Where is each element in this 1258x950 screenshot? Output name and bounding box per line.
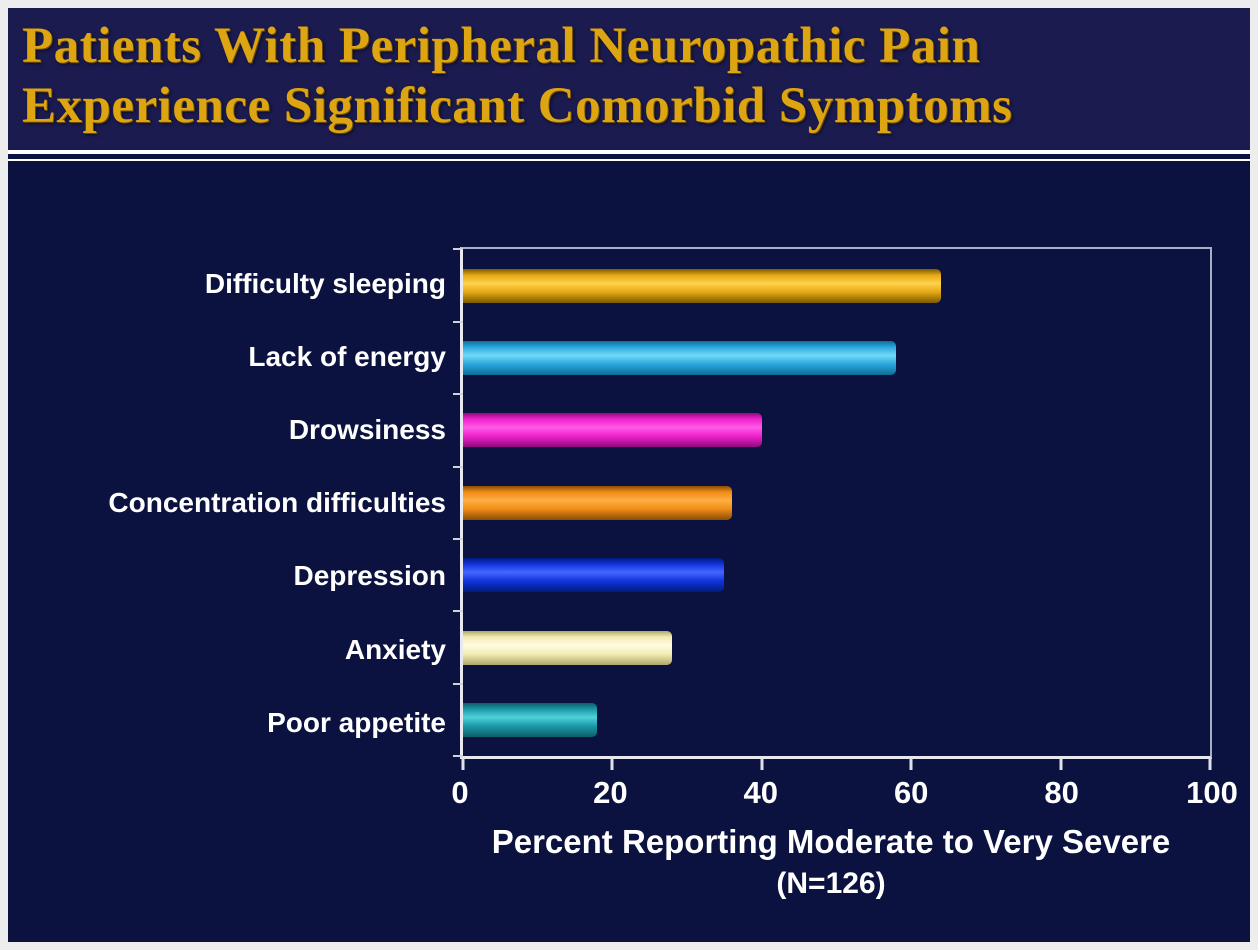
x-axis-labels: 0 20 40 60 80 100 bbox=[451, 775, 1237, 815]
category-labels: Difficulty sleeping Lack of energy Drowsin… bbox=[8, 247, 460, 759]
x-axis-tick bbox=[1208, 758, 1212, 771]
x-axis-tick bbox=[461, 758, 465, 771]
x-axis-tick bbox=[909, 758, 913, 771]
x-axis-tick bbox=[760, 758, 764, 771]
x-axis-tick-label: 0 bbox=[451, 775, 469, 811]
bar-depression bbox=[463, 558, 725, 593]
bar-poor-appetite bbox=[463, 703, 598, 738]
slide: Patients With Peripheral Neuropathic Pai… bbox=[8, 8, 1250, 942]
bar-row bbox=[463, 322, 1210, 394]
sample-size-label: (N=126) bbox=[776, 867, 886, 901]
x-axis-tick-label: 40 bbox=[743, 775, 779, 811]
category-label-depression: Depression bbox=[293, 560, 447, 592]
category-label-lack-of-energy: Lack of energy bbox=[248, 341, 446, 373]
slide-title-line2: Experience Significant Comorbid Symptoms bbox=[22, 78, 1013, 135]
slide-title-line1: Patients With Peripheral Neuropathic Pai… bbox=[22, 18, 981, 74]
category-label-drowsiness: Drowsiness bbox=[288, 414, 446, 446]
bar-difficulty-sleeping bbox=[463, 268, 942, 303]
x-axis-tick-label: 100 bbox=[1186, 775, 1238, 811]
y-axis-tick bbox=[453, 755, 463, 758]
bar-row bbox=[463, 249, 1210, 321]
y-axis-tick bbox=[453, 610, 463, 613]
y-axis-tick bbox=[453, 538, 463, 541]
chart-section: Difficulty sleeping Lack of energy Drowsin… bbox=[8, 161, 1250, 942]
y-axis-tick bbox=[453, 320, 463, 323]
title-divider-bottom bbox=[8, 159, 1250, 162]
title-divider-gap bbox=[8, 154, 1250, 160]
category-label-anxiety: Anxiety bbox=[344, 633, 446, 665]
y-axis-tick bbox=[453, 248, 463, 251]
x-axis-title: Percent Reporting Moderate to Very Sever… bbox=[491, 823, 1171, 861]
y-axis-tick bbox=[453, 465, 463, 468]
bar-row bbox=[463, 467, 1210, 539]
bar-concentration-difficulties bbox=[463, 485, 732, 520]
bar-row bbox=[463, 394, 1210, 466]
bar-row bbox=[463, 684, 1210, 756]
plot-column: 0 20 40 60 80 100 Percent Reporting Moderate … bbox=[451, 247, 1238, 900]
x-axis-tick-label: 20 bbox=[593, 775, 628, 811]
x-axis-tick-label: 60 bbox=[893, 775, 929, 811]
bar-anxiety bbox=[463, 630, 673, 665]
x-axis-tick bbox=[1059, 758, 1063, 771]
title-block: Patients With Peripheral Neuropathic Pai… bbox=[8, 8, 1250, 151]
category-label-difficulty-sleeping: Difficulty sleeping bbox=[204, 267, 446, 299]
x-axis-tick-label: 80 bbox=[1044, 775, 1079, 811]
title-divider-top bbox=[8, 150, 1250, 155]
y-axis-tick bbox=[453, 682, 463, 685]
bar-drowsiness bbox=[463, 413, 762, 448]
category-label-poor-appetite: Poor appetite bbox=[267, 706, 446, 738]
x-axis-tick bbox=[610, 758, 614, 771]
category-label-concentration-difficulties: Concentration difficulties bbox=[108, 487, 446, 519]
bar-row bbox=[463, 611, 1210, 683]
bar-lack-of-energy bbox=[463, 340, 897, 375]
plot-area bbox=[453, 247, 1212, 771]
bar-row bbox=[463, 539, 1210, 611]
y-axis-tick bbox=[453, 393, 463, 396]
bar-chart: Difficulty sleeping Lack of energy Drowsin… bbox=[8, 247, 1250, 900]
